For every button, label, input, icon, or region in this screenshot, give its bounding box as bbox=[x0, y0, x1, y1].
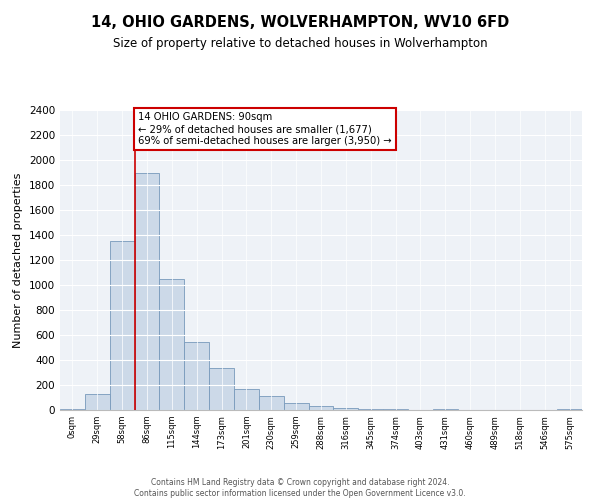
Bar bbox=[259, 396, 284, 410]
Bar bbox=[85, 394, 110, 410]
Bar bbox=[209, 368, 234, 410]
Text: 14 OHIO GARDENS: 90sqm
← 29% of detached houses are smaller (1,677)
69% of semi-: 14 OHIO GARDENS: 90sqm ← 29% of detached… bbox=[139, 112, 392, 146]
Bar bbox=[110, 242, 134, 410]
Bar bbox=[184, 342, 209, 410]
Text: 14, OHIO GARDENS, WOLVERHAMPTON, WV10 6FD: 14, OHIO GARDENS, WOLVERHAMPTON, WV10 6F… bbox=[91, 15, 509, 30]
Bar bbox=[334, 408, 358, 410]
Bar bbox=[284, 402, 308, 410]
Bar bbox=[557, 409, 582, 410]
Text: Size of property relative to detached houses in Wolverhampton: Size of property relative to detached ho… bbox=[113, 38, 487, 51]
Bar bbox=[358, 409, 383, 410]
Text: Contains HM Land Registry data © Crown copyright and database right 2024.
Contai: Contains HM Land Registry data © Crown c… bbox=[134, 478, 466, 498]
Bar bbox=[433, 409, 458, 410]
Y-axis label: Number of detached properties: Number of detached properties bbox=[13, 172, 23, 348]
Bar bbox=[134, 172, 160, 410]
Bar bbox=[234, 390, 259, 410]
Bar bbox=[308, 406, 334, 410]
Bar bbox=[160, 279, 184, 410]
